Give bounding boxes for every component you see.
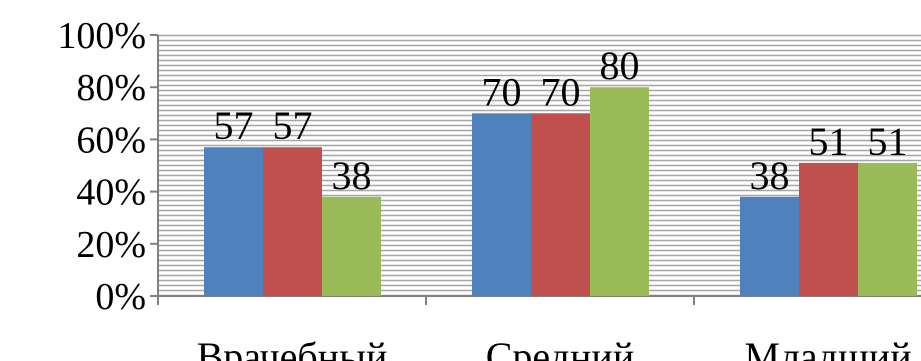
y-tick-label: 0% [95,276,146,318]
y-tick-label: 20% [76,224,146,266]
bar [322,196,381,296]
bars [204,87,917,296]
data-label: 57 [273,103,313,148]
data-label: 38 [750,153,790,198]
bar [531,113,590,296]
bar [858,162,917,296]
data-label: 38 [332,153,372,198]
data-labels: 57 57 38 70 70 80 38 51 51 [214,43,908,198]
category-label: Средний [486,334,634,361]
bar [799,162,858,296]
category-labels: Врачебный Средний Младший [197,334,912,361]
data-label: 70 [541,69,581,114]
bar [263,147,322,296]
bar [472,113,531,296]
y-tick-labels: 0% 20% 40% 60% 80% 100% [57,15,146,318]
y-tick-label: 60% [76,119,146,161]
data-label: 70 [482,69,522,114]
data-label: 80 [600,43,640,88]
y-tick-label: 100% [57,15,146,57]
bar [204,147,263,296]
bar [740,196,799,296]
y-tick-label: 80% [76,67,146,109]
data-label: 51 [809,119,849,164]
data-label: 57 [214,103,254,148]
y-tick-label: 40% [76,172,146,214]
data-label: 51 [868,119,908,164]
category-label: Врачебный [197,334,388,361]
bar [590,87,649,296]
category-label: Младший [744,334,911,361]
